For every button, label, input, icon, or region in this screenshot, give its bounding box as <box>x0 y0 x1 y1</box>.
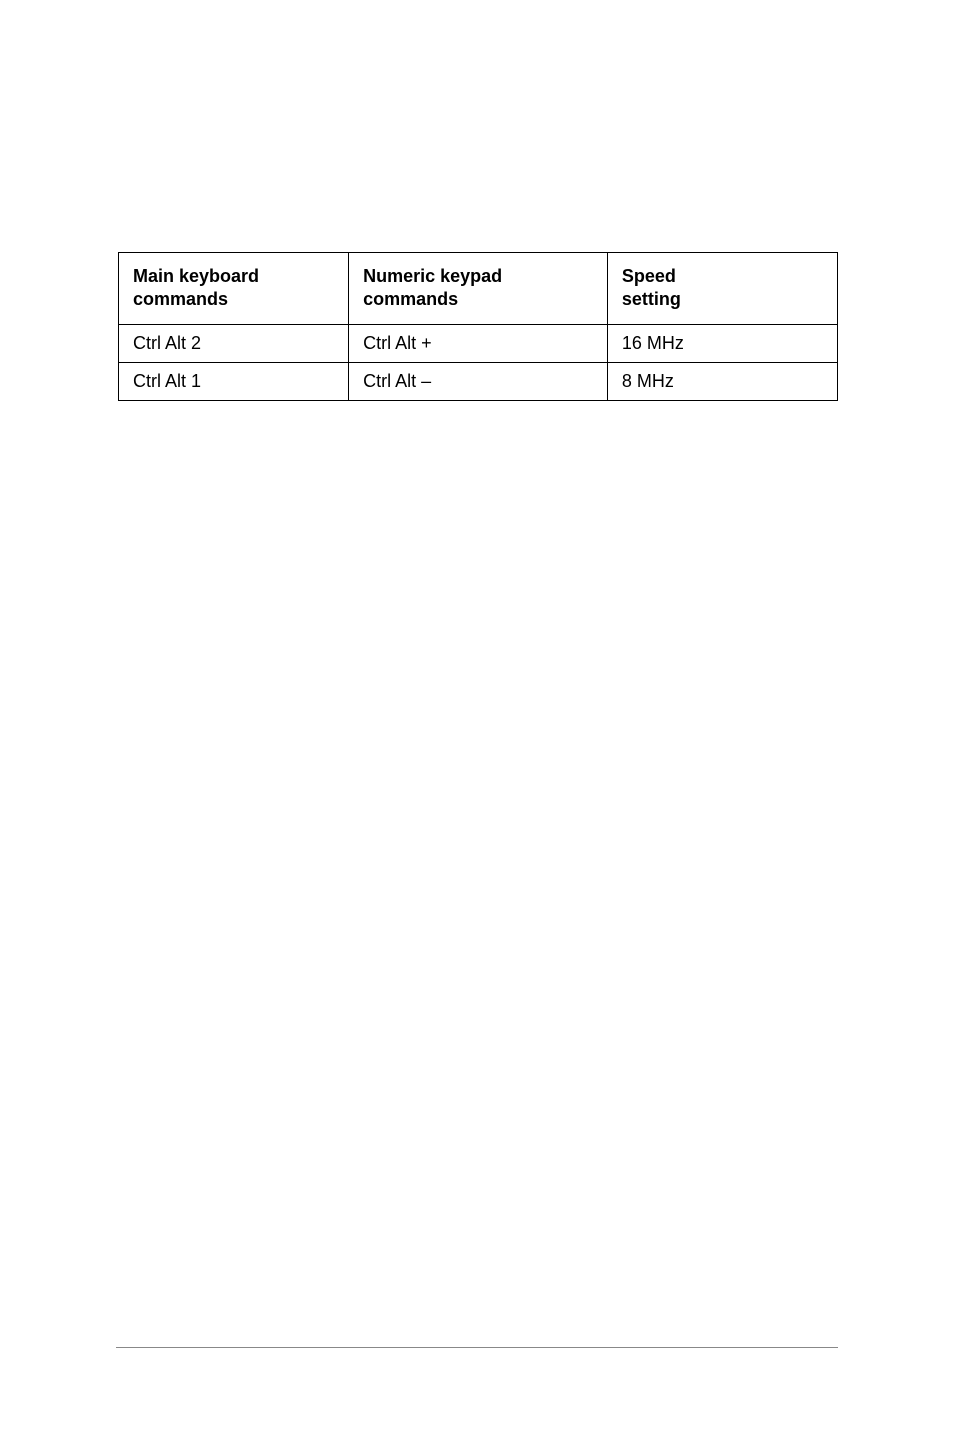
table-cell: 8 MHz <box>607 362 837 400</box>
table-cell: Ctrl Alt 1 <box>119 362 349 400</box>
footer-divider <box>116 1347 838 1348</box>
table-cell: Ctrl Alt 2 <box>119 324 349 362</box>
column-header-numeric-keypad: Numeric keypadcommands <box>349 253 608 325</box>
table-row: Ctrl Alt 1 Ctrl Alt – 8 MHz <box>119 362 838 400</box>
table-cell: Ctrl Alt – <box>349 362 608 400</box>
table-cell: Ctrl Alt + <box>349 324 608 362</box>
column-header-main-keyboard: Main keyboardcommands <box>119 253 349 325</box>
table-cell: 16 MHz <box>607 324 837 362</box>
table-row: Ctrl Alt 2 Ctrl Alt + 16 MHz <box>119 324 838 362</box>
column-header-speed-setting: Speedsetting <box>607 253 837 325</box>
page-container: Main keyboardcommands Numeric keypadcomm… <box>0 0 954 401</box>
speed-settings-table: Main keyboardcommands Numeric keypadcomm… <box>118 252 838 401</box>
table-header-row: Main keyboardcommands Numeric keypadcomm… <box>119 253 838 325</box>
